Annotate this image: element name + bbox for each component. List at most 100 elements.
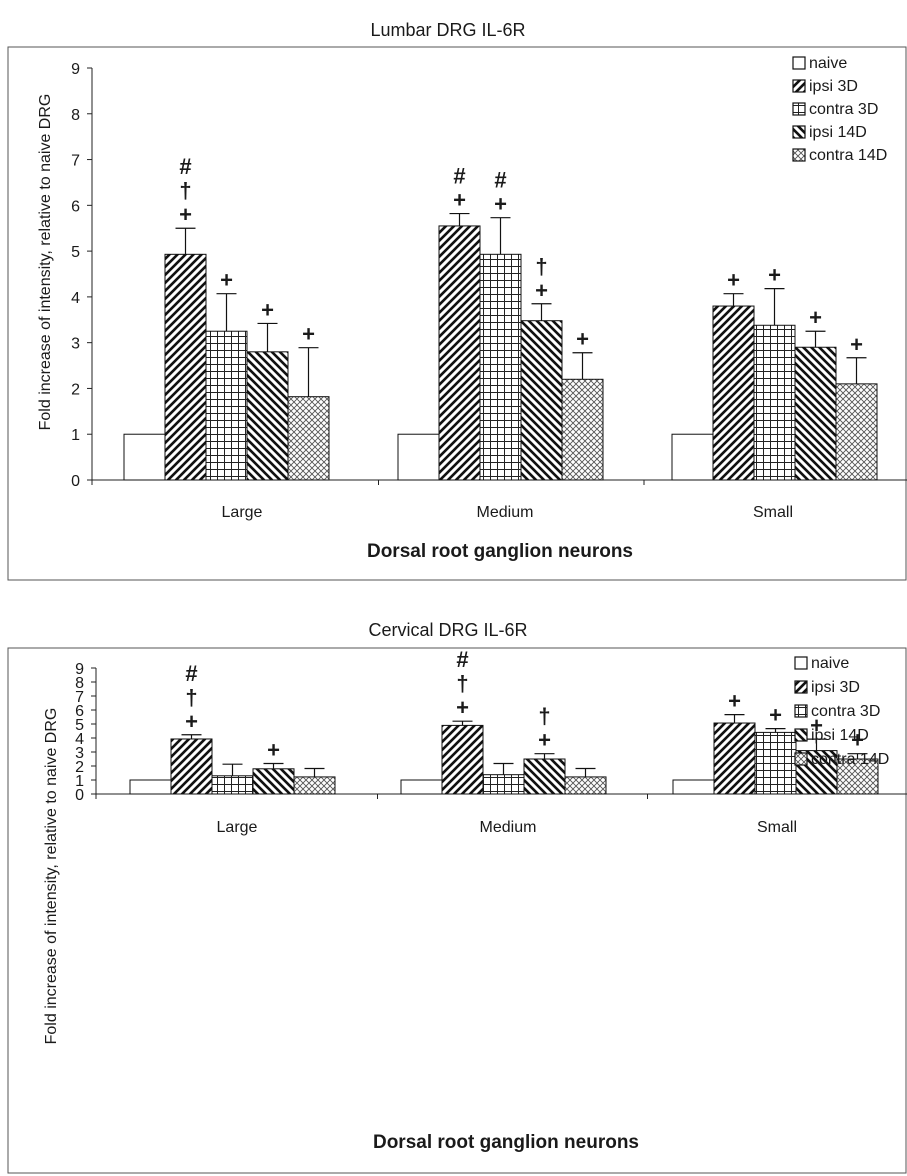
bar	[287, 396, 330, 481]
significance-mark: +	[769, 703, 782, 728]
legend-label: contra 3D	[809, 101, 878, 118]
significance-mark: #	[456, 647, 468, 672]
legend-swatch	[792, 125, 806, 139]
significance-mark: †	[538, 704, 550, 729]
y-tick-label: 4	[75, 731, 84, 748]
x-axis: Large Medium Small	[95, 793, 907, 836]
y-tick-label: 7	[71, 153, 80, 170]
y-tick-label: 1	[71, 427, 80, 444]
bar	[835, 383, 878, 481]
significance-mark: +	[261, 297, 274, 322]
chart-cervical: Cervical DRG IL-6R Fold increase of inte…	[7, 620, 907, 1174]
bar	[441, 724, 484, 795]
bar	[129, 779, 172, 795]
legend-swatch	[794, 704, 808, 718]
bar	[246, 351, 289, 481]
bar	[479, 253, 522, 481]
bar	[753, 324, 796, 481]
bar	[123, 433, 166, 481]
legend-swatch	[792, 148, 806, 162]
legend-swatch	[794, 752, 808, 766]
y-axis-label: Fold increase of intensity, relative to …	[37, 94, 54, 431]
x-tick-label: Small	[757, 819, 797, 836]
y-tick-label: 3	[71, 336, 80, 353]
bar	[520, 320, 563, 481]
legend-swatch	[792, 79, 806, 93]
legend-swatch	[794, 656, 808, 670]
significance-mark: +	[494, 192, 507, 217]
chart-title: Lumbar DRG IL-6R	[370, 20, 525, 40]
legend-label: ipsi 14D	[809, 124, 867, 141]
significance-mark: +	[456, 695, 469, 720]
y-tick-label: 0	[75, 787, 84, 804]
significance-mark: +	[576, 327, 589, 352]
bar	[794, 346, 837, 481]
significance-mark: +	[810, 713, 823, 738]
significance-mark: +	[727, 268, 740, 293]
legend-swatch	[794, 680, 808, 694]
bar	[482, 774, 525, 795]
y-tick-label: 2	[71, 381, 80, 398]
significance-mark: +	[535, 278, 548, 303]
x-tick-label: Large	[217, 819, 258, 836]
significance-mark: #	[185, 661, 197, 686]
bar	[170, 738, 213, 795]
significance-mark: †	[179, 178, 191, 203]
significance-mark: +	[267, 737, 280, 762]
y-tick-label: 6	[71, 198, 80, 215]
y-tick-label: 8	[75, 675, 84, 692]
y-tick-label: 7	[75, 689, 84, 706]
significance-mark: +	[851, 728, 864, 753]
bar	[397, 433, 440, 481]
x-axis-label: Dorsal root ganglion neurons	[373, 1132, 639, 1153]
legend-label: naive	[811, 655, 849, 672]
significance-mark: +	[453, 188, 466, 213]
bar	[523, 758, 566, 795]
y-tick-label: 3	[75, 745, 84, 762]
legend-label: ipsi 14D	[811, 727, 869, 744]
y-tick-label: 1	[75, 773, 84, 790]
significance-mark: †	[456, 671, 468, 696]
chart-frame	[7, 46, 907, 581]
significance-mark: +	[220, 268, 233, 293]
bar	[561, 378, 604, 481]
chart-frame	[7, 647, 907, 1174]
y-tick-label: 4	[71, 290, 80, 307]
bar	[713, 722, 756, 795]
significance-mark: #	[494, 168, 506, 193]
significance-mark: #	[453, 164, 465, 189]
x-axis-label: Dorsal root ganglion neurons	[367, 541, 633, 562]
bar	[438, 225, 481, 481]
significance-mark: +	[302, 322, 315, 347]
y-tick-label: 2	[75, 759, 84, 776]
bar	[564, 776, 607, 795]
legend-swatch	[792, 56, 806, 70]
y-tick-label: 5	[75, 717, 84, 734]
chart-title: Cervical DRG IL-6R	[368, 620, 527, 640]
y-tick-label: 5	[71, 244, 80, 261]
significance-mark: +	[809, 305, 822, 330]
y-tick-label: 8	[71, 107, 80, 124]
legend: naive ipsi 3D contra 3D ipsi 14D contra 14D	[794, 655, 889, 768]
bar	[754, 731, 797, 795]
x-tick-label: Large	[222, 504, 263, 521]
x-axis: Large Medium Small	[91, 479, 907, 521]
x-tick-label: Medium	[477, 504, 534, 521]
legend-label: contra 14D	[811, 751, 889, 768]
legend-label: contra 14D	[809, 147, 887, 164]
y-tick-label: 9	[75, 661, 84, 678]
x-tick-label: Small	[753, 504, 793, 521]
y-tick-label: 0	[71, 473, 80, 490]
bar	[712, 305, 755, 481]
significance-mark: #	[179, 154, 191, 179]
bar	[836, 758, 879, 795]
bar	[211, 775, 254, 795]
significance-mark: †	[535, 254, 547, 279]
significance-mark: +	[850, 332, 863, 357]
legend-label: contra 3D	[811, 703, 880, 720]
legend-label: ipsi 3D	[809, 78, 858, 95]
significance-mark: +	[538, 728, 551, 753]
